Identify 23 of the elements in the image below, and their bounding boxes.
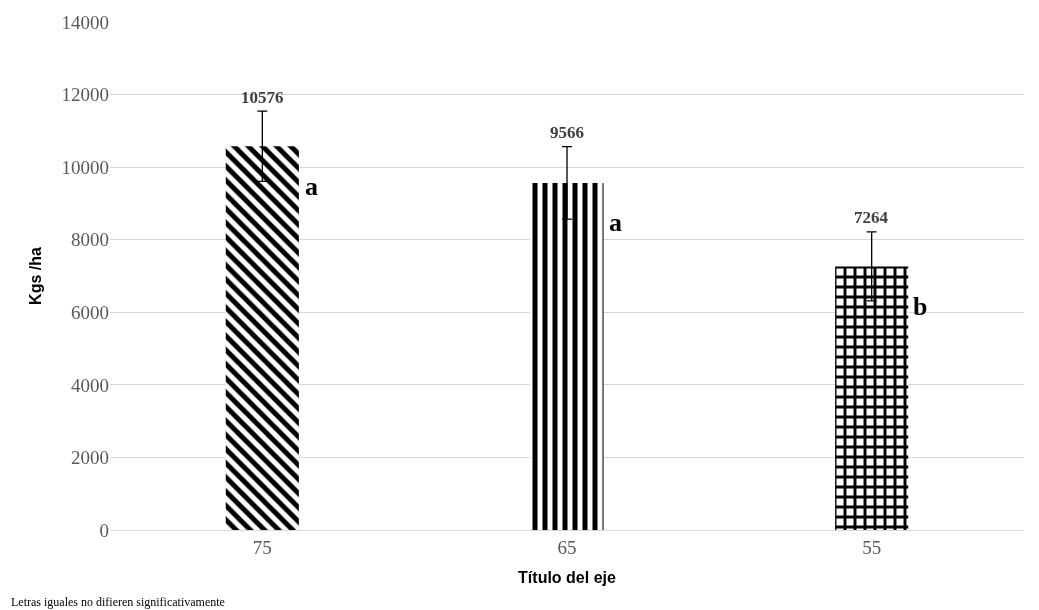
x-tick-label: 65 (557, 536, 577, 558)
y-tick-label: 2000 (71, 447, 109, 469)
y-tick-label: 8000 (71, 229, 109, 251)
y-tick-label: 12000 (61, 84, 109, 106)
x-axis-title: Título del eje (518, 569, 616, 587)
data-label: 10576 (241, 88, 284, 107)
y-tick-label: 14000 (61, 11, 109, 33)
data-label: 7264 (854, 208, 889, 227)
x-tick-label: 55 (862, 536, 882, 558)
bar (530, 182, 604, 530)
y-tick-label: 6000 (71, 301, 109, 323)
bar (835, 266, 909, 530)
annotation: a (305, 172, 318, 201)
y-tick-label: 10000 (61, 156, 109, 178)
text: Letras iguales no difieren significativamente (11, 595, 225, 609)
annotation: a (609, 208, 622, 237)
bar (225, 146, 299, 530)
y-axis-title: Kgs /ha (27, 247, 45, 305)
y-tick-label: 4000 (71, 374, 109, 396)
data-label: 9566 (550, 123, 584, 142)
annotation: b (913, 292, 928, 321)
y-tick-label: 0 (99, 519, 109, 541)
x-tick-label: 75 (252, 536, 272, 558)
